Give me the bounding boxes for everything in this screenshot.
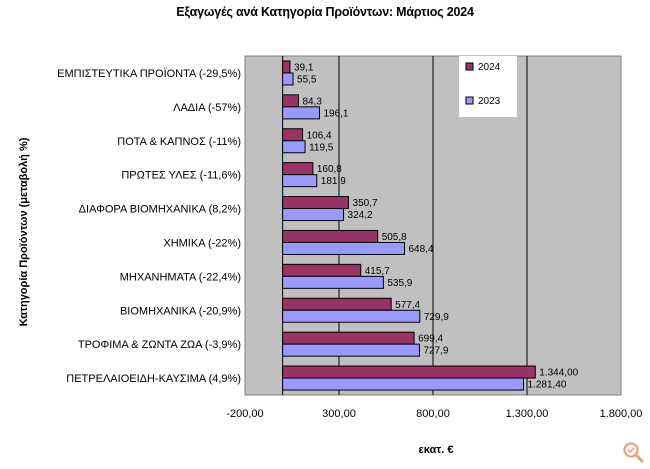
x-tick-label: 800,00 [416, 408, 450, 420]
x-axis-label: εκατ. € [418, 444, 454, 456]
category-label: ΔΙΑΦΟΡΑ ΒΙΟΜΗΧΑΝΙΚΑ (8,2%) [79, 204, 241, 216]
category-label: ΠΟΤΑ & ΚΑΠΝΟΣ (-11%) [117, 136, 241, 148]
bar-2023 [282, 241, 405, 255]
legend-label: 2024 [478, 62, 501, 73]
category-labels: ΕΜΠΙΣΤΕΥΤΙΚΑ ΠΡΟΪΟΝΤΑ (-29,5%) ΛΑΔΙΑ (-57… [57, 68, 241, 385]
x-tick-label: 1.800,00 [600, 408, 643, 420]
data-label: 729,9 [424, 312, 449, 323]
data-label: 84,3 [302, 96, 322, 107]
bar-2023 [282, 140, 306, 154]
category-label: ΒΙΟΜΗΧΑΝΙΚΑ (-20,9%) [120, 305, 241, 317]
data-label: 505,8 [382, 232, 407, 243]
x-tick-labels: -200,00 300,00 800,00 1.300,00 1.800,00 [226, 408, 642, 420]
x-tick-label: 1.300,00 [506, 408, 549, 420]
legend: 2024 2023 [459, 56, 517, 117]
data-label: 160,8 [317, 164, 342, 175]
data-label: 535,9 [387, 278, 412, 289]
category-label: ΜΗΧΑΝΗΜΑΤΑ (-22,4%) [120, 271, 241, 283]
data-label: 577,4 [395, 300, 420, 311]
category-label: ΕΜΠΙΣΤΕΥΤΙΚΑ ΠΡΟΪΟΝΤΑ (-29,5%) [57, 68, 241, 80]
legend-swatch [465, 62, 474, 71]
magnifier-logo-icon [623, 442, 644, 463]
category-label: ΠΡΩΤΕΣ ΥΛΕΣ (-11,6%) [121, 170, 241, 182]
data-label: 699,4 [418, 334, 443, 345]
bar-2023 [282, 309, 421, 323]
bar-2024 [282, 297, 392, 311]
bar-2023 [282, 72, 294, 86]
data-label: 1.281,40 [528, 380, 567, 391]
data-label: 727,9 [423, 346, 448, 357]
category-label: ΧΗΜΙΚΑ (-22%) [163, 237, 241, 249]
data-label: 324,2 [348, 210, 373, 221]
category-label: ΤΡΟΦΙΜΑ & ΖΩΝΤΑ ΖΩΑ (-3,9%) [78, 339, 241, 351]
bar-2024 [282, 229, 379, 243]
bar-2024 [282, 331, 415, 345]
data-label: 106,4 [307, 130, 332, 141]
data-label: 350,7 [353, 198, 378, 209]
bar-2024 [282, 60, 291, 74]
data-label: 55,5 [297, 74, 317, 85]
x-tick-label: -200,00 [226, 408, 263, 420]
bar-2024 [282, 196, 350, 210]
data-label: 39,1 [294, 62, 314, 73]
x-tick-label: 300,00 [322, 408, 356, 420]
legend-label: 2023 [478, 96, 501, 107]
data-label: 119,5 [309, 142, 334, 153]
bar-2024 [282, 263, 362, 277]
category-label: ΠΕΤΡΕΛΑΙΟΕΙΔΗ-ΚΑΥΣΙΜΑ (4,9%) [66, 373, 241, 385]
bar-2023 [282, 275, 384, 289]
data-label: 415,7 [365, 266, 390, 277]
chart-title: Εξαγωγές ανά Κατηγορία Προϊόντων: Μάρτιο… [176, 5, 474, 19]
bar-2023 [282, 174, 318, 188]
bar-2023 [282, 377, 525, 391]
legend-swatch [465, 96, 474, 105]
bar-2024 [282, 128, 304, 142]
bar-2023 [282, 343, 420, 357]
bar-2023 [282, 106, 320, 120]
bar-2024 [282, 162, 314, 176]
data-label: 648,4 [408, 244, 433, 255]
data-label: 1.344,00 [539, 368, 578, 379]
data-label: 196,1 [323, 108, 348, 119]
bar-2024 [282, 94, 299, 108]
bar-2023 [282, 208, 345, 222]
data-label: 181,9 [321, 176, 346, 187]
bar-2024 [282, 365, 536, 379]
category-label: ΛΑΔΙΑ (-57%) [173, 102, 241, 114]
